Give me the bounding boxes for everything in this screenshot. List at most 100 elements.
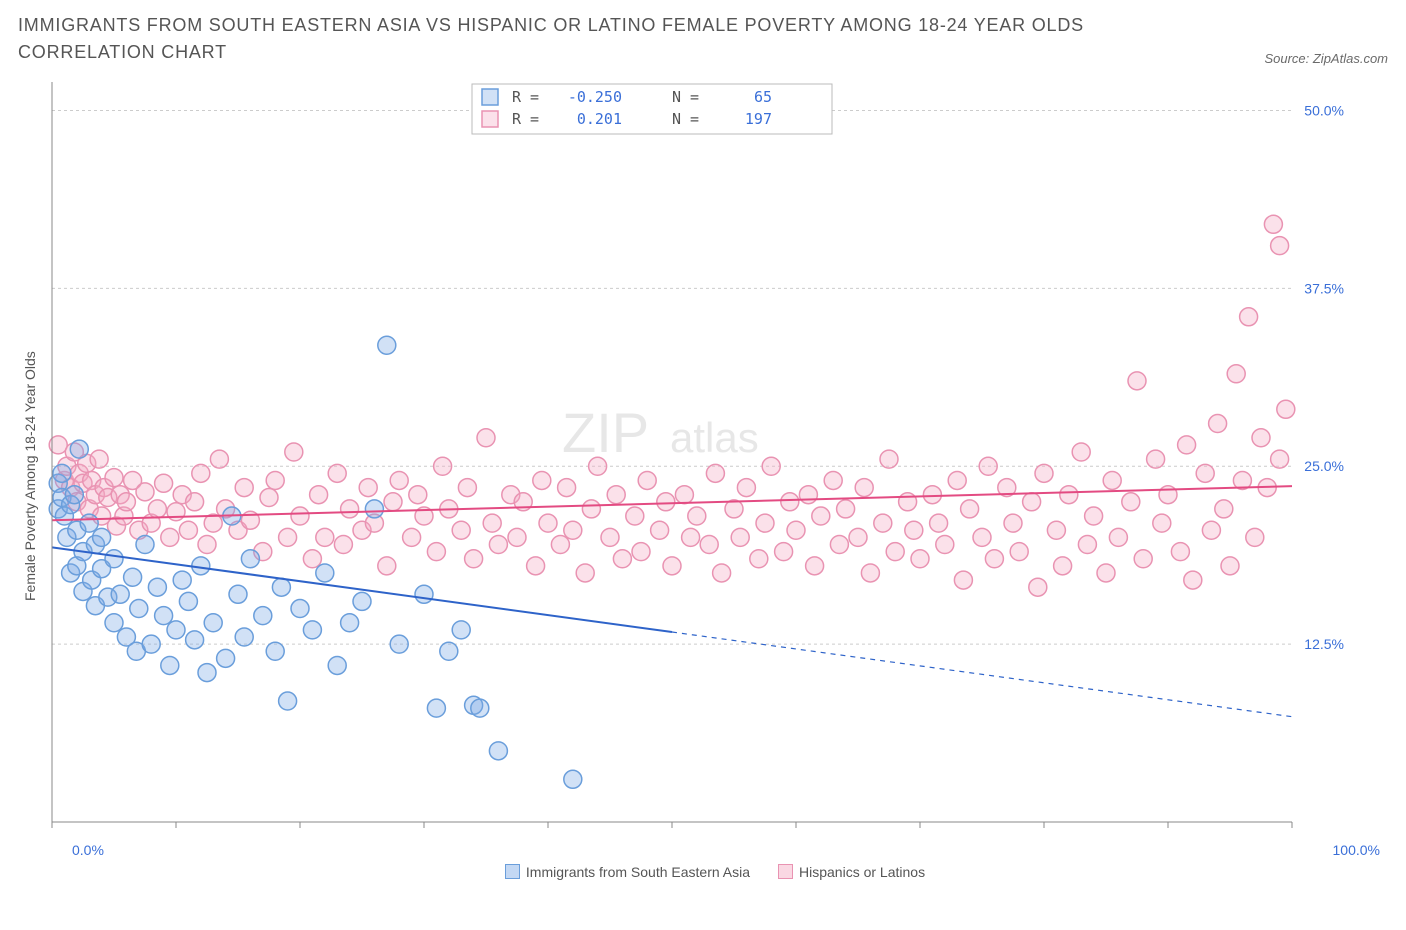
y-tick-label: 50.0%	[1304, 102, 1344, 118]
pink-point	[1047, 521, 1065, 539]
pink-point	[1277, 400, 1295, 418]
y-tick-label: 12.5%	[1304, 636, 1344, 652]
pink-point	[409, 486, 427, 504]
pink-point	[1153, 514, 1171, 532]
pink-point	[551, 536, 569, 554]
pink-point	[539, 514, 557, 532]
blue-point	[229, 585, 247, 603]
pink-point	[136, 483, 154, 501]
pink-point	[1097, 564, 1115, 582]
pink-point	[954, 571, 972, 589]
pink-point	[1072, 443, 1090, 461]
blue-point	[279, 692, 297, 710]
legend-swatch	[778, 864, 793, 879]
blue-point	[186, 631, 204, 649]
pink-point	[508, 528, 526, 546]
blue-point	[291, 600, 309, 618]
pink-point	[905, 521, 923, 539]
pink-point	[192, 464, 210, 482]
blue-point	[161, 656, 179, 674]
pink-point	[1271, 237, 1289, 255]
pink-point	[713, 564, 731, 582]
blue-point	[266, 642, 284, 660]
pink-point	[390, 471, 408, 489]
pink-point	[1147, 450, 1165, 468]
pink-point	[706, 464, 724, 482]
blue-point	[452, 621, 470, 639]
pink-point	[1029, 578, 1047, 596]
pink-point	[489, 536, 507, 554]
blue-point	[80, 514, 98, 532]
blue-point	[241, 550, 259, 568]
pink-point	[148, 500, 166, 518]
blue-point	[142, 635, 160, 653]
pink-point	[936, 536, 954, 554]
pink-point	[657, 493, 675, 511]
pink-point	[210, 450, 228, 468]
pink-point	[564, 521, 582, 539]
pink-point	[682, 528, 700, 546]
pink-point	[533, 471, 551, 489]
pink-point	[985, 550, 1003, 568]
blue-point	[316, 564, 334, 582]
blue-point	[148, 578, 166, 596]
pink-point	[775, 543, 793, 561]
blue-point	[564, 770, 582, 788]
pink-point	[452, 521, 470, 539]
legend-n-value: 197	[745, 110, 772, 128]
y-axis-label: Female Poverty Among 18-24 Year Olds	[18, 72, 42, 880]
pink-point	[626, 507, 644, 525]
pink-point	[1054, 557, 1072, 575]
pink-point	[1215, 500, 1233, 518]
pink-point	[979, 457, 997, 475]
pink-point	[279, 528, 297, 546]
chart-title: IMMIGRANTS FROM SOUTH EASTERN ASIA VS HI…	[18, 12, 1118, 66]
blue-point	[198, 664, 216, 682]
bottom-legend: Immigrants from South Eastern Asia Hispan…	[42, 864, 1388, 880]
blue-point	[303, 621, 321, 639]
pink-point	[359, 479, 377, 497]
pink-point	[105, 469, 123, 487]
pink-point	[613, 550, 631, 568]
pink-point	[384, 493, 402, 511]
legend-label: Immigrants from South Eastern Asia	[526, 864, 750, 880]
pink-point	[328, 464, 346, 482]
pink-point	[1221, 557, 1239, 575]
pink-point	[1060, 486, 1078, 504]
legend-r-label: R =	[512, 88, 539, 106]
pink-point	[576, 564, 594, 582]
blue-point	[130, 600, 148, 618]
legend-item: Hispanics or Latinos	[778, 864, 925, 880]
pink-point	[260, 489, 278, 507]
legend-swatch	[482, 111, 498, 127]
pink-point	[911, 550, 929, 568]
pink-point	[155, 474, 173, 492]
blue-point	[378, 336, 396, 354]
blue-point	[341, 614, 359, 632]
legend-r-value: 0.201	[577, 110, 622, 128]
blue-point	[111, 585, 129, 603]
scatter-chart: 12.5%25.0%37.5%50.0%ZIPatlasR =-0.250N =…	[42, 72, 1362, 862]
blue-point	[353, 592, 371, 610]
pink-point	[117, 493, 135, 511]
pink-point	[799, 486, 817, 504]
blue-point	[179, 592, 197, 610]
pink-point	[973, 528, 991, 546]
pink-point	[161, 528, 179, 546]
pink-point	[316, 528, 334, 546]
pink-point	[688, 507, 706, 525]
chart-source: Source: ZipAtlas.com	[1264, 51, 1388, 66]
pink-point	[1196, 464, 1214, 482]
pink-point	[1122, 493, 1140, 511]
legend-n-label: N =	[672, 110, 699, 128]
blue-point	[427, 699, 445, 717]
blue-trend-solid	[52, 547, 672, 632]
blue-point	[167, 621, 185, 639]
blue-point	[173, 571, 191, 589]
blue-point	[415, 585, 433, 603]
pink-point	[589, 457, 607, 475]
blue-point	[155, 607, 173, 625]
pink-point	[1078, 536, 1096, 554]
pink-point	[824, 471, 842, 489]
y-tick-label: 25.0%	[1304, 458, 1344, 474]
